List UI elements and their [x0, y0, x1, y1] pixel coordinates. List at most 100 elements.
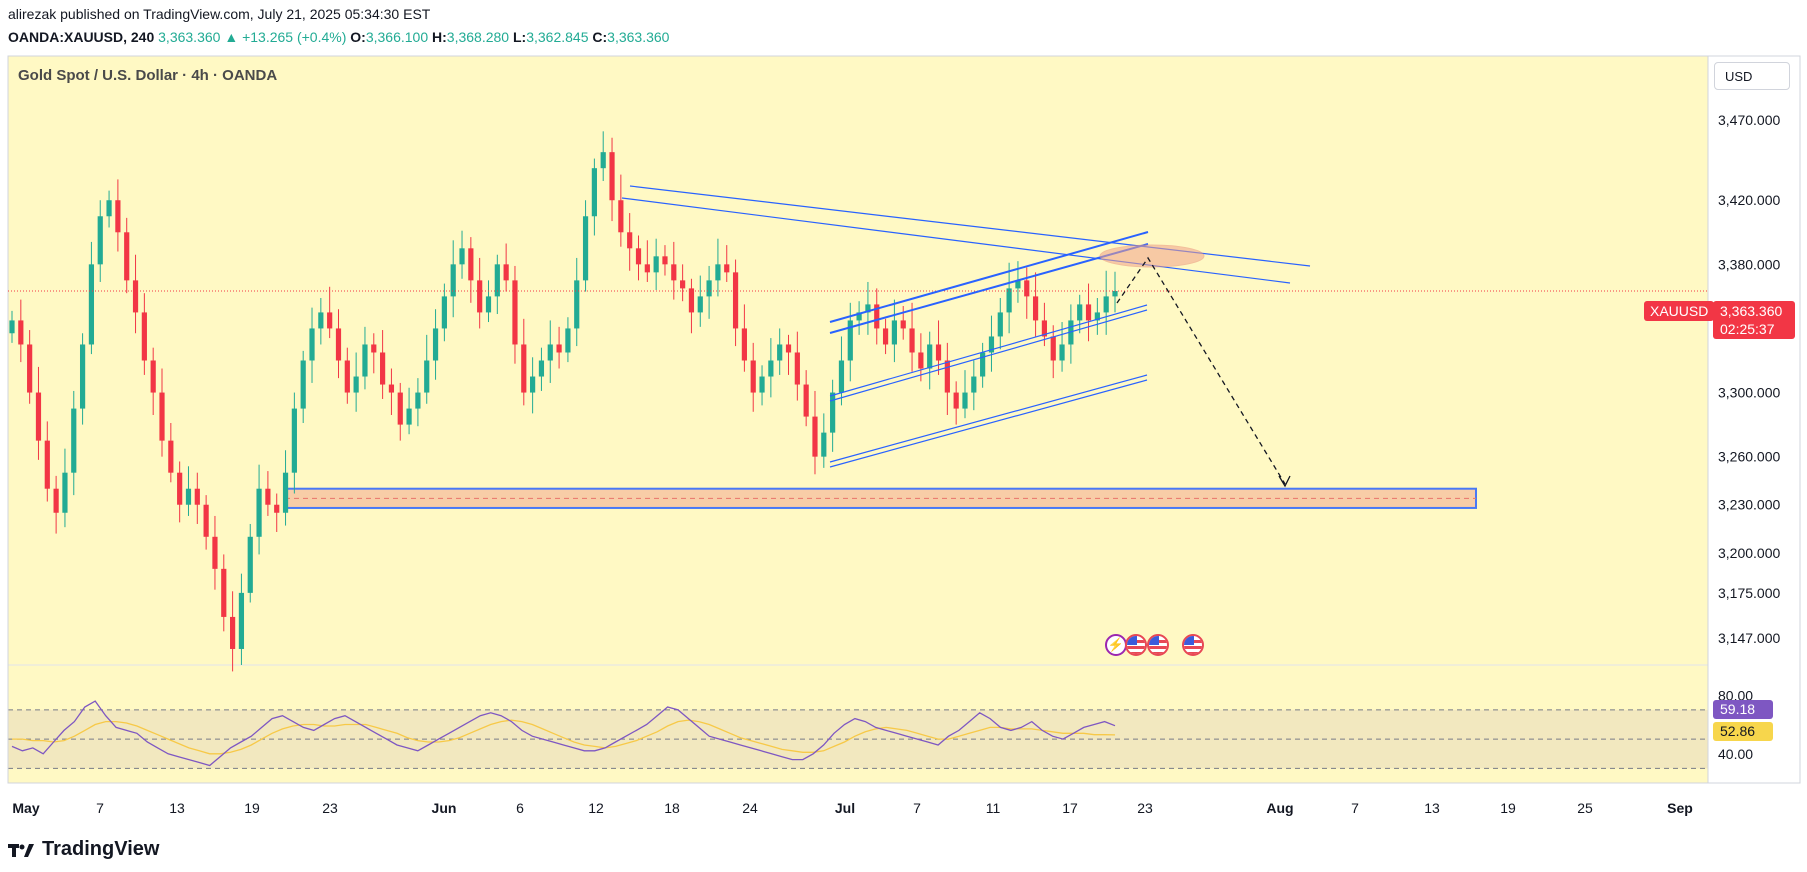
price-change: ▲ +13.265 (+0.4%) [224, 29, 347, 45]
price-axis-label: 3,175.000 [1718, 585, 1780, 601]
candle-body [168, 440, 174, 473]
chart-title: Gold Spot / U.S. Dollar · 4h · OANDA [18, 67, 278, 84]
us-flag-event-icon[interactable] [1125, 634, 1147, 656]
candle-body [327, 312, 333, 329]
candle-body [556, 344, 562, 353]
candle-body [79, 344, 86, 409]
candle-body [1103, 296, 1109, 313]
candle-body [380, 352, 386, 385]
candle-body [106, 200, 112, 217]
candle-body [362, 344, 368, 377]
candle-body [459, 248, 465, 265]
currency-button[interactable]: USD [1714, 62, 1790, 90]
price-axis-label: 3,300.000 [1718, 385, 1780, 401]
candle-body [1041, 320, 1048, 337]
time-axis-label: 19 [244, 800, 260, 816]
rising-wedge-line [829, 231, 1149, 323]
candle-body [415, 392, 421, 409]
open-label: O: [350, 29, 366, 45]
candle-body [821, 432, 827, 457]
candle-body [1112, 291, 1118, 297]
candle-body [741, 328, 747, 361]
candle-body [882, 328, 889, 345]
candle-body [971, 376, 977, 393]
candle-body [653, 256, 659, 273]
time-axis-label: 24 [742, 800, 758, 816]
candle-body [71, 408, 77, 473]
chart-background [8, 56, 1708, 783]
ohlc-bar: OANDA:XAUUSD, 240 3,363.360 ▲ +13.265 (+… [8, 29, 669, 45]
lightning-event-icon[interactable]: ⚡ [1105, 634, 1127, 656]
price-axis-label: 3,380.000 [1718, 256, 1780, 272]
candle-body [962, 392, 968, 409]
candle-body [803, 384, 809, 417]
candle-body [830, 392, 836, 433]
candle-body [530, 376, 536, 393]
candle-body [62, 472, 68, 513]
candle-body [1032, 296, 1039, 321]
candle-body [777, 344, 783, 361]
candle-body [794, 352, 800, 385]
us-flag-event-icon[interactable] [1182, 634, 1204, 656]
time-axis-label: 18 [664, 800, 680, 816]
tradingview-logo[interactable]: TradingView [8, 838, 159, 861]
candle-body [759, 376, 765, 393]
candle-body [300, 360, 306, 409]
candle-body [1059, 344, 1065, 361]
time-axis-label: 25 [1577, 800, 1593, 816]
candle-body [9, 320, 15, 334]
candle-body [397, 392, 403, 425]
candle-body [256, 488, 262, 537]
candle-body [785, 344, 792, 353]
candle-body [874, 304, 880, 329]
candle-body [838, 360, 845, 393]
candle-body [600, 152, 606, 169]
price-axis-label: 3,420.000 [1718, 192, 1780, 208]
candle-body [406, 408, 412, 425]
time-axis-label: May [12, 800, 39, 816]
candle-body [335, 328, 342, 361]
candle-body [980, 352, 986, 377]
close-label: C: [592, 29, 608, 45]
time-axis-label: Aug [1266, 800, 1293, 816]
candle-body [927, 344, 933, 369]
last-price: 3,363.360 [158, 29, 221, 45]
candle-body [1077, 304, 1083, 321]
candle-body [371, 344, 377, 353]
time-axis-label: 7 [96, 800, 104, 816]
time-axis-label: 23 [1137, 800, 1153, 816]
us-flag-event-icon[interactable] [1147, 634, 1169, 656]
low-value: 3,362.845 [526, 29, 589, 45]
candle-body [1085, 304, 1092, 321]
candle-body [274, 504, 280, 513]
candle-body [591, 168, 597, 217]
candle-body [97, 216, 103, 265]
time-axis-label: 12 [588, 800, 604, 816]
candle-body [750, 360, 756, 393]
rising-channel-line [829, 309, 1148, 402]
rsi-ma-value-tag: 52.86 [1713, 722, 1773, 741]
time-axis-label: 11 [986, 800, 1001, 816]
low-label: L: [512, 29, 527, 45]
candle-body [441, 296, 447, 329]
candle-body [547, 344, 553, 361]
projection-arrowhead [1278, 475, 1291, 488]
candle-body [627, 232, 633, 249]
candle-body [44, 440, 50, 489]
candle-body [212, 536, 218, 569]
candle-body [124, 232, 130, 281]
candle-body [891, 320, 897, 345]
symbol-label[interactable]: OANDA:XAUUSD, 240 [8, 29, 155, 45]
candle-body [1024, 280, 1030, 297]
tradingview-icon [8, 843, 34, 857]
candle-body [997, 312, 1003, 337]
candle-body [865, 304, 871, 313]
rising-channel-line [829, 304, 1148, 397]
candle-body [203, 504, 209, 537]
candle-body [662, 256, 668, 265]
candle-body [565, 328, 571, 353]
candle-body [574, 280, 580, 329]
projection-path [1116, 256, 1286, 485]
candle-body [856, 312, 862, 321]
